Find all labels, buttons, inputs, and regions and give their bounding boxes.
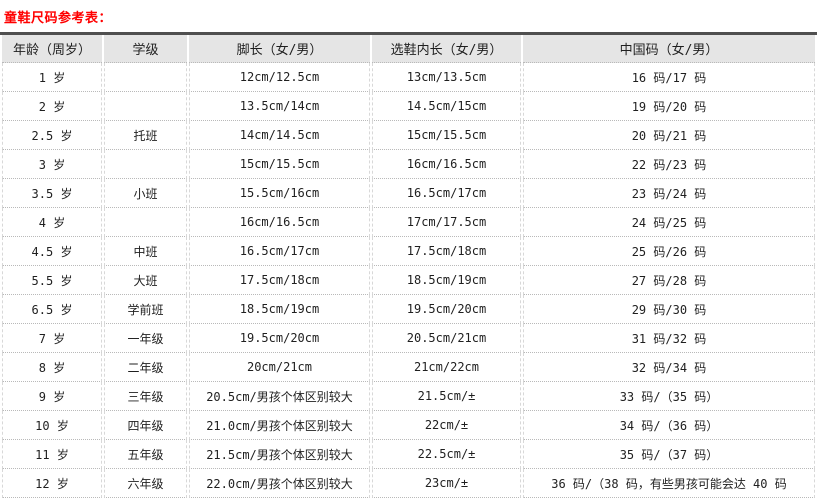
table-cell: 36 码/（38 码，有些男孩可能会达 40 码 [523, 469, 815, 498]
table-row: 3 岁 15cm/15.5cm 16cm/16.5cm 22 码/23 码 [2, 150, 815, 179]
table-cell: 21cm/22cm [372, 353, 521, 382]
table-cell: 21.5cm/男孩个体区别较大 [189, 440, 370, 469]
table-cell: 16.5cm/17cm [189, 237, 370, 266]
table-row: 5.5 岁大班 17.5cm/18cm 18.5cm/19cm 27 码/28 码 [2, 266, 815, 295]
table-row: 7 岁一年级 19.5cm/20cm 20.5cm/21cm 31 码/32 码 [2, 324, 815, 353]
table-cell: 15cm/15.5cm [189, 150, 370, 179]
table-cell: 10 岁 [2, 411, 102, 440]
table-cell [104, 63, 187, 92]
col-header-foot-length: 脚长（女/男） [189, 35, 370, 63]
table-cell: 7 岁 [2, 324, 102, 353]
table-row: 11 岁五年级 21.5cm/男孩个体区别较大 22.5cm/± 35 码/（37 码… [2, 440, 815, 469]
table-cell: 4.5 岁 [2, 237, 102, 266]
table-cell: 3.5 岁 [2, 179, 102, 208]
table-cell: 三年级 [104, 382, 187, 411]
table-cell: 19 码/20 码 [523, 92, 815, 121]
table-cell: 20 码/21 码 [523, 121, 815, 150]
table-cell: 六年级 [104, 469, 187, 498]
table-row: 4.5 岁中班 16.5cm/17cm 17.5cm/18cm 25 码/26 码 [2, 237, 815, 266]
table-cell: 一年级 [104, 324, 187, 353]
table-cell: 22.5cm/± [372, 440, 521, 469]
table-cell: 19.5cm/20cm [372, 295, 521, 324]
table-cell: 8 岁 [2, 353, 102, 382]
table-cell: 20cm/21cm [189, 353, 370, 382]
table-row: 1 岁 12cm/12.5cm 13cm/13.5cm 16 码/17 码 [2, 63, 815, 92]
table-cell: 17.5cm/18cm [372, 237, 521, 266]
table-cell: 12 岁 [2, 469, 102, 498]
table-cell: 33 码/（35 码） [523, 382, 815, 411]
table-cell: 22.0cm/男孩个体区别较大 [189, 469, 370, 498]
table-cell: 25 码/26 码 [523, 237, 815, 266]
table-cell: 6.5 岁 [2, 295, 102, 324]
table-row: 4 岁 16cm/16.5cm 17cm/17.5cm 24 码/25 码 [2, 208, 815, 237]
table-row: 8 岁二年级 20cm/21cm 21cm/22cm 32 码/34 码 [2, 353, 815, 382]
table-header-row: 年龄（周岁） 学级 脚长（女/男） 选鞋内长（女/男） 中国码（女/男） [2, 35, 815, 63]
table-cell: 21.0cm/男孩个体区别较大 [189, 411, 370, 440]
table-row: 10 岁四年级 21.0cm/男孩个体区别较大 22cm/± 34 码/（36 码） [2, 411, 815, 440]
table-row: 9 岁三年级 20.5cm/男孩个体区别较大 21.5cm/± 33 码/（35 码） [2, 382, 815, 411]
table-cell: 16cm/16.5cm [372, 150, 521, 179]
table-cell: 20.5cm/21cm [372, 324, 521, 353]
table-body: 1 岁 12cm/12.5cm 13cm/13.5cm 16 码/17 码 2 岁 13.… [2, 63, 815, 498]
table-cell [104, 92, 187, 121]
table-cell: 19.5cm/20cm [189, 324, 370, 353]
table-cell: 13.5cm/14cm [189, 92, 370, 121]
table-cell: 21.5cm/± [372, 382, 521, 411]
col-header-grade: 学级 [104, 35, 187, 63]
col-header-inner-length: 选鞋内长（女/男） [372, 35, 521, 63]
table-cell: 5.5 岁 [2, 266, 102, 295]
table-cell: 35 码/（37 码） [523, 440, 815, 469]
table-cell: 15cm/15.5cm [372, 121, 521, 150]
page-title: 童鞋尺码参考表： [4, 11, 113, 26]
table-cell: 22 码/23 码 [523, 150, 815, 179]
table-cell: 四年级 [104, 411, 187, 440]
col-header-china-size: 中国码（女/男） [523, 35, 815, 63]
table-cell: 17.5cm/18cm [189, 266, 370, 295]
table-cell: 18.5cm/19cm [189, 295, 370, 324]
table-cell: 24 码/25 码 [523, 208, 815, 237]
table-row: 2 岁 13.5cm/14cm 14.5cm/15cm 19 码/20 码 [2, 92, 815, 121]
table-cell: 12cm/12.5cm [189, 63, 370, 92]
table-cell: 14cm/14.5cm [189, 121, 370, 150]
table-cell: 18.5cm/19cm [372, 266, 521, 295]
table-cell: 中班 [104, 237, 187, 266]
table-cell: 2 岁 [2, 92, 102, 121]
table-cell: 1 岁 [2, 63, 102, 92]
table-cell: 17cm/17.5cm [372, 208, 521, 237]
table-cell: 4 岁 [2, 208, 102, 237]
shoe-size-table: 年龄（周岁） 学级 脚长（女/男） 选鞋内长（女/男） 中国码（女/男） 1 岁… [0, 32, 817, 498]
table-cell: 小班 [104, 179, 187, 208]
table-cell: 16.5cm/17cm [372, 179, 521, 208]
table-cell: 29 码/30 码 [523, 295, 815, 324]
col-header-age: 年龄（周岁） [2, 35, 102, 63]
table-cell: 31 码/32 码 [523, 324, 815, 353]
table-cell: 14.5cm/15cm [372, 92, 521, 121]
table-cell: 11 岁 [2, 440, 102, 469]
table-cell: 15.5cm/16cm [189, 179, 370, 208]
table-cell: 9 岁 [2, 382, 102, 411]
table-cell: 五年级 [104, 440, 187, 469]
table-cell: 大班 [104, 266, 187, 295]
table-row: 6.5 岁学前班 18.5cm/19cm 19.5cm/20cm 29 码/30 码 [2, 295, 815, 324]
table-cell: 16 码/17 码 [523, 63, 815, 92]
table-cell [104, 150, 187, 179]
table-cell: 22cm/± [372, 411, 521, 440]
table-cell: 23cm/± [372, 469, 521, 498]
table-cell [104, 208, 187, 237]
table-cell: 16cm/16.5cm [189, 208, 370, 237]
table-cell: 20.5cm/男孩个体区别较大 [189, 382, 370, 411]
table-cell: 13cm/13.5cm [372, 63, 521, 92]
table-row: 12 岁六年级 22.0cm/男孩个体区别较大 23cm/± 36 码/（38 码，有… [2, 469, 815, 498]
table-cell: 学前班 [104, 295, 187, 324]
table-row: 2.5 岁托班 14cm/14.5cm 15cm/15.5cm 20 码/21 码 [2, 121, 815, 150]
table-cell: 2.5 岁 [2, 121, 102, 150]
table-cell: 27 码/28 码 [523, 266, 815, 295]
table-cell: 32 码/34 码 [523, 353, 815, 382]
table-cell: 34 码/（36 码） [523, 411, 815, 440]
table-cell: 23 码/24 码 [523, 179, 815, 208]
table-cell: 二年级 [104, 353, 187, 382]
table-cell: 3 岁 [2, 150, 102, 179]
table-row: 3.5 岁小班 15.5cm/16cm 16.5cm/17cm 23 码/24 码 [2, 179, 815, 208]
table-cell: 托班 [104, 121, 187, 150]
